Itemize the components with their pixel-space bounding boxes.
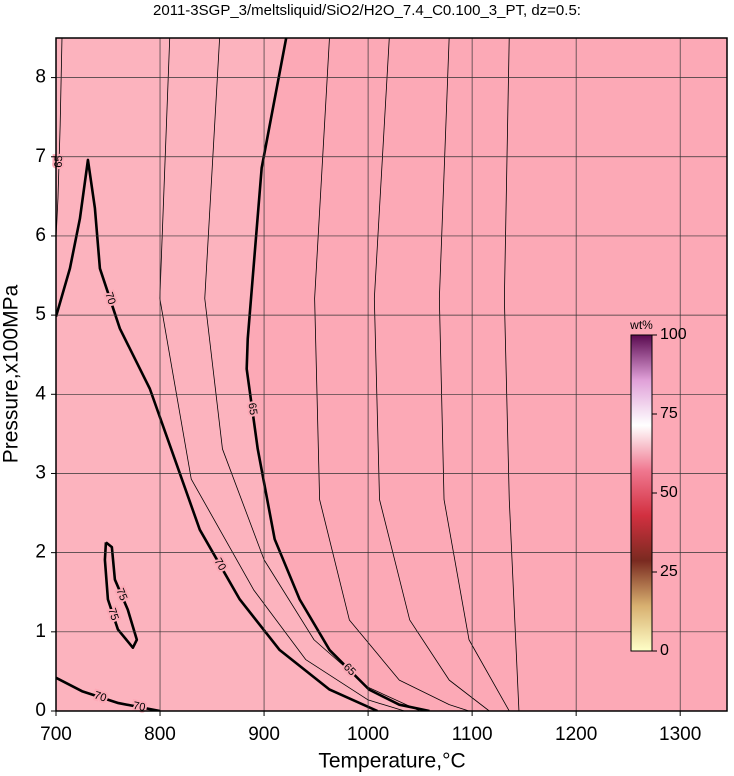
x-tick-label: 1100 (452, 724, 493, 745)
colorbar-tick-label: 50 (660, 484, 678, 501)
x-tick-label: 1300 (659, 724, 701, 745)
y-axis-label: Pressure,x100MPa (0, 284, 23, 463)
contours (56, 38, 520, 711)
y-tick-label: 0 (35, 700, 46, 721)
contour-line-thick (56, 676, 161, 711)
y-tick-label: 8 (35, 67, 46, 88)
x-tick-label: 700 (40, 724, 72, 745)
contour-line-thick (103, 541, 139, 649)
x-axis-label: Temperature,°C (318, 750, 465, 773)
y-tick-label: 4 (35, 383, 46, 404)
y-tick-label: 1 (35, 621, 46, 642)
contour-line-thick (56, 158, 378, 711)
y-tick-label: 2 (35, 542, 46, 563)
colorbar-tick-label: 100 (660, 326, 687, 343)
contour-line (438, 38, 510, 711)
y-tick-label: 6 (35, 225, 46, 246)
colorbar-label: wt% (629, 318, 653, 332)
x-tick-label: 1200 (555, 724, 597, 745)
y-tick-label: 3 (35, 462, 46, 483)
contour-line (503, 38, 520, 711)
x-tick-label: 800 (144, 724, 176, 745)
contour-label: 65 (246, 402, 260, 416)
contour-line (373, 38, 490, 711)
contour-line (314, 38, 470, 711)
colorbar (630, 334, 653, 652)
contour-line-thick (245, 38, 430, 711)
region-shade (56, 38, 430, 711)
y-tick-label: 7 (35, 146, 46, 167)
y-tick-label: 5 (35, 304, 46, 325)
contour-line (56, 38, 63, 239)
x-tick-label: 1000 (347, 724, 389, 745)
colorbar-tick-label: 0 (660, 642, 669, 659)
plot-frame (55, 37, 728, 712)
colorbar-tick-label: 75 (660, 405, 678, 422)
contour-label: 70 (132, 700, 146, 714)
x-tick-label: 900 (248, 724, 280, 745)
colorbar-tick-label: 25 (660, 563, 678, 580)
chart-title: 2011-3SGP_3/meltsliquid/SiO2/H2O_7.4_C0.… (153, 2, 581, 19)
plot-background (56, 38, 727, 711)
